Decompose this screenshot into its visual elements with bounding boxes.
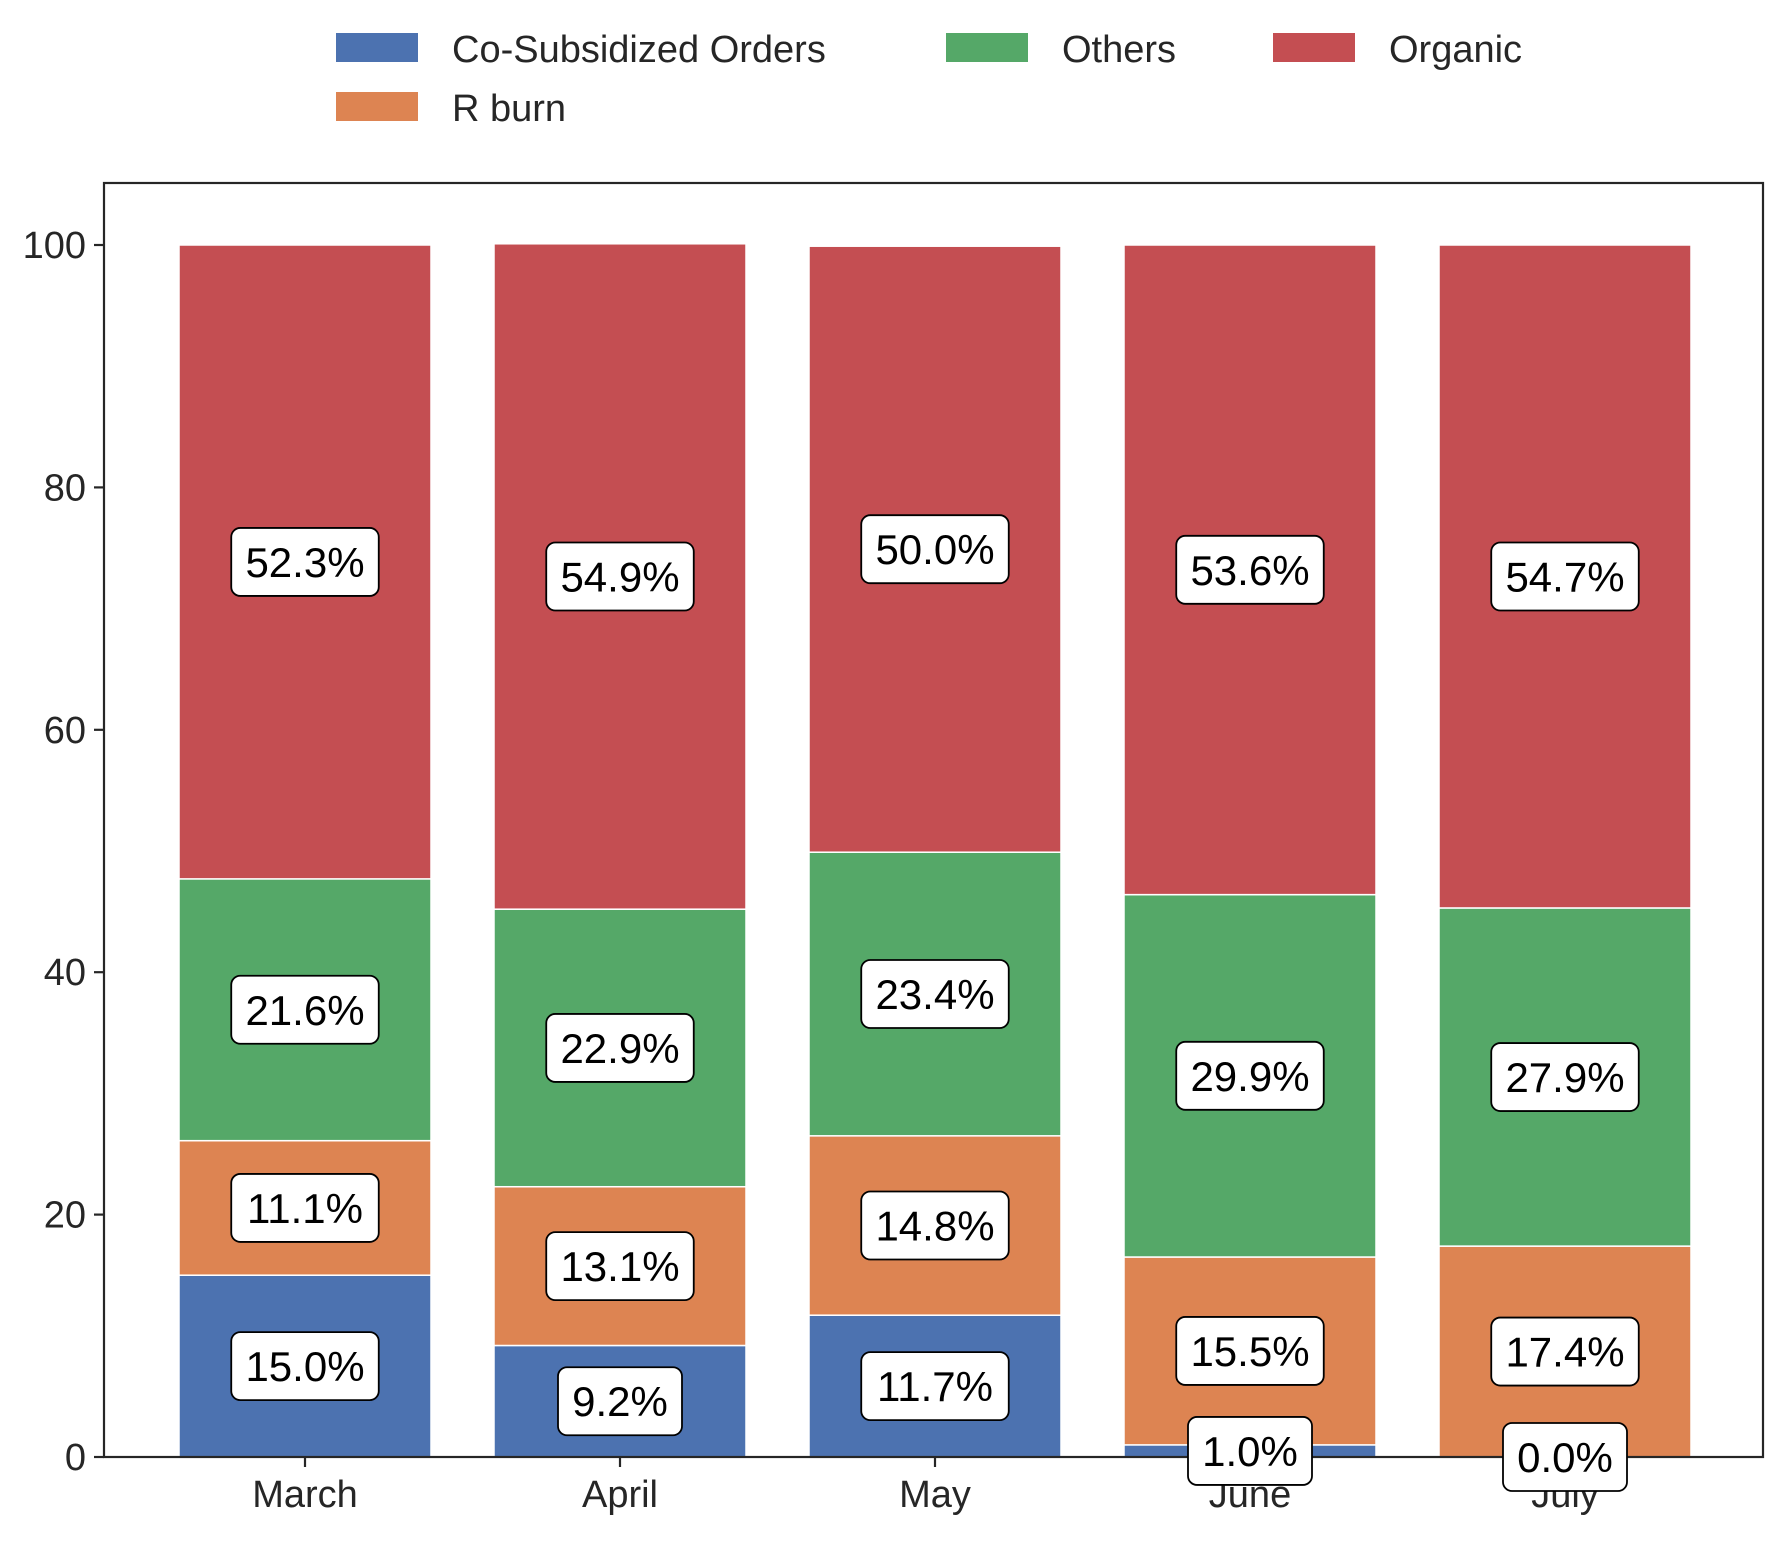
data-label: 22.9% (560, 1025, 679, 1072)
y-tick-label: 40 (44, 952, 86, 994)
data-label: 54.9% (560, 553, 679, 600)
y-tick-label: 20 (44, 1195, 86, 1237)
legend-label: R burn (452, 88, 566, 130)
y-tick-label: 80 (44, 467, 86, 509)
data-label: 21.6% (245, 987, 364, 1034)
data-label-box (230, 1173, 380, 1243)
data-label-box (1490, 1042, 1640, 1112)
legend-label: Co-Subsidized Orders (452, 29, 826, 71)
data-label: 11.1% (247, 1185, 363, 1232)
data-label-box (545, 541, 695, 612)
x-axis: March April May June July (252, 1457, 1599, 1516)
legend-label: Organic (1389, 29, 1522, 71)
data-label-box (545, 1231, 695, 1302)
y-tick-label: 60 (44, 710, 86, 752)
data-label-box (557, 1366, 683, 1437)
data-label: 0.0% (1517, 1434, 1613, 1481)
data-label: 1.0% (1202, 1428, 1298, 1475)
data-labels: 15.0% 11.1% 21.6% 52.3% 9.2% 13.1% 22.9% 54.9% 1… (230, 514, 1640, 1492)
data-label: 14.8% (875, 1203, 994, 1250)
data-label: 23.4% (875, 971, 994, 1018)
y-tick-label: 0 (65, 1437, 86, 1479)
x-tick-label: March (252, 1474, 358, 1516)
data-label-box (230, 1331, 380, 1401)
data-label: 52.3% (245, 539, 364, 586)
data-label-box (545, 1013, 695, 1083)
data-label-box (1187, 1416, 1313, 1486)
data-label-box (860, 1351, 1010, 1421)
data-label-box (1175, 1316, 1325, 1386)
legend: Co-Subsidized Orders Others Organic R burn (336, 29, 1522, 130)
data-label: 50.0% (875, 526, 994, 573)
data-label-box (1175, 1040, 1325, 1111)
bars (178, 243, 1692, 1458)
legend-swatch (1273, 33, 1355, 62)
data-label-box (1502, 1422, 1628, 1492)
data-label: 27.9% (1505, 1054, 1624, 1101)
plot-frame (102, 181, 1765, 1459)
data-label: 13.1% (560, 1243, 679, 1290)
data-label: 54.7% (1505, 553, 1624, 600)
x-tick-label: May (899, 1474, 971, 1516)
data-label-box (230, 974, 380, 1045)
data-label-box (1175, 534, 1325, 605)
x-tick-label: April (582, 1474, 658, 1516)
data-label: 29.9% (1190, 1053, 1309, 1100)
legend-label: Others (1062, 29, 1176, 71)
data-label: 9.2% (572, 1378, 668, 1425)
data-label: 17.4% (1505, 1329, 1624, 1376)
data-label-box (860, 959, 1010, 1029)
legend-swatch (946, 33, 1028, 62)
data-label: 53.6% (1190, 547, 1309, 594)
data-label-box (860, 514, 1010, 585)
data-label-box (1490, 1316, 1640, 1387)
data-label-box (1490, 541, 1640, 612)
data-label: 15.5% (1190, 1328, 1309, 1375)
data-label-box (230, 527, 380, 597)
legend-swatch (336, 92, 418, 121)
data-label: 11.7% (877, 1363, 993, 1410)
legend-swatch (336, 33, 418, 62)
data-label: 15.0% (245, 1343, 364, 1390)
y-axis: 0 20 40 60 80 100 (23, 225, 104, 1479)
data-label-box (860, 1190, 1010, 1261)
y-tick-label: 100 (23, 225, 86, 267)
